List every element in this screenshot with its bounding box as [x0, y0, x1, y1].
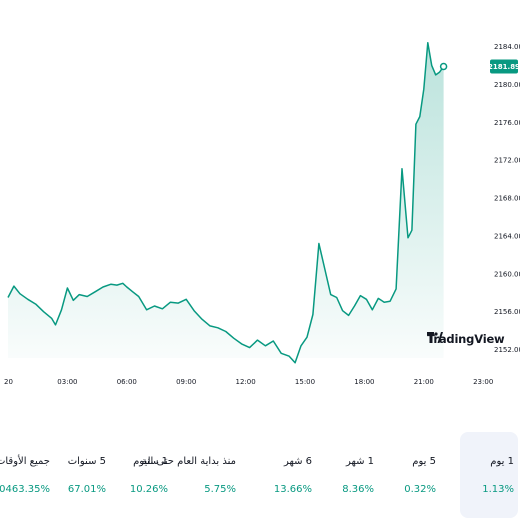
perf-value: 0.32% — [404, 484, 436, 495]
last-price-badge — [490, 59, 518, 74]
x-tick-label: 23:00 — [473, 378, 493, 386]
x-tick-label: 12:00 — [236, 378, 256, 386]
perf-5-day[interactable]: 5 يوم 0.32% — [386, 432, 440, 518]
perf-1-month[interactable]: 1 شهر 8.36% — [324, 432, 378, 518]
last-price-dot — [439, 62, 448, 71]
price-area-fill — [8, 42, 444, 363]
y-tick-label: 2156.00 — [494, 308, 520, 316]
perf-6-month[interactable]: 6 شهر 13.66% — [262, 432, 316, 518]
y-tick-label: 2152.00 — [494, 346, 520, 354]
perf-value: 5.75% — [204, 484, 236, 495]
x-tick-label: 18:00 — [354, 378, 374, 386]
perf-1-year[interactable]: 1 سنة 10.26% — [118, 432, 172, 518]
perf-5-years[interactable]: 5 سنوات 67.01% — [56, 432, 110, 518]
price-line — [7, 41, 445, 364]
perf-all-time[interactable]: جميع الأوقات 10463.35% — [0, 432, 54, 518]
y-tick-label: 2172.00 — [494, 157, 520, 165]
perf-label: 1 سنة — [141, 456, 168, 467]
perf-value: 10.26% — [129, 484, 168, 495]
x-tick-label: 09:00 — [176, 378, 196, 386]
y-tick-label: 2184.00 — [494, 43, 520, 51]
perf-value: 10463.35% — [0, 484, 50, 495]
x-tick-label: 20 — [4, 378, 13, 386]
perf-label: جميع الأوقات — [0, 456, 50, 467]
x-tick-label: 15:00 — [295, 378, 315, 386]
perf-label: منذ بداية العام حتى اليوم — [133, 456, 236, 467]
perf-ytd[interactable]: منذ بداية العام حتى اليوم 5.75% — [133, 432, 240, 518]
price-chart[interactable]: 2184.00 2180.00 2176.00 2172.00 2168.00 2164.… — [0, 0, 520, 400]
y-tick-label: 2160.00 — [494, 270, 520, 278]
x-tick-label: 03:00 — [57, 378, 77, 386]
perf-label: 5 سنوات — [67, 456, 106, 467]
perf-value: 67.01% — [67, 484, 106, 495]
x-tick-label: 21:00 — [414, 378, 434, 386]
perf-value: 8.36% — [342, 484, 374, 495]
perf-label: 5 يوم — [412, 456, 436, 467]
y-tick-label: 2180.00 — [494, 81, 520, 89]
last-price-label: 2181.89 — [488, 63, 520, 71]
x-tick-label: 06:00 — [117, 378, 137, 386]
chart-canvas[interactable]: 2184.00 2180.00 2176.00 2172.00 2168.00 2164.… — [0, 0, 520, 400]
y-tick-label: 2176.00 — [494, 119, 520, 127]
perf-1-day[interactable]: 1 يوم 1.13% — [460, 432, 518, 518]
perf-label: 1 شهر — [345, 456, 374, 467]
perf-label: 6 شهر — [283, 456, 312, 467]
perf-label: 1 يوم — [490, 456, 514, 467]
perf-value: 13.66% — [273, 484, 312, 495]
y-tick-label: 2164.00 — [494, 232, 520, 240]
tradingview-logo-icon — [427, 332, 443, 343]
perf-value: 1.13% — [482, 484, 514, 495]
y-tick-label: 2168.00 — [494, 195, 520, 203]
tradingview-watermark: TradingView — [427, 332, 505, 346]
performance-bar: 1 يوم 1.13% 5 يوم 0.32% 1 شهر 8.36% 6 شه… — [0, 432, 520, 518]
tradingview-logo-text: TradingView — [427, 332, 505, 346]
